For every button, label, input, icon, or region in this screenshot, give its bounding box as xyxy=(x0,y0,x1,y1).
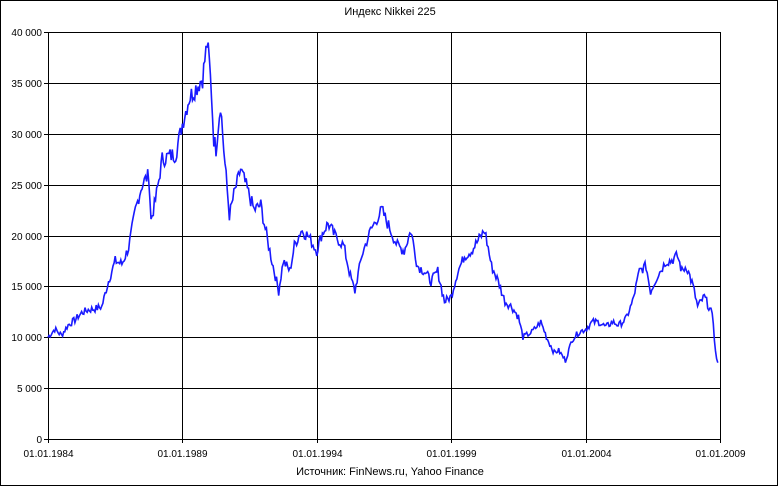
plot-area xyxy=(48,32,721,440)
y-tick-label: 0 xyxy=(36,435,42,446)
chart-source: Источник: FinNews.ru, Yahoo Finance xyxy=(296,466,484,478)
x-tick-label: 01.01.1984 xyxy=(23,449,73,460)
x-tick-labels: 01.01.1984 01.01.1989 01.01.1994 01.01.1999… xyxy=(23,449,745,460)
y-gridlines xyxy=(44,32,720,440)
x-tick-label: 01.01.1989 xyxy=(157,449,207,460)
x-tick-label: 01.01.1999 xyxy=(426,449,476,460)
x-gridlines xyxy=(48,32,721,443)
nikkei-series-line xyxy=(47,42,719,363)
y-tick-label: 35 000 xyxy=(11,79,42,90)
x-tick-label: 01.01.2009 xyxy=(695,449,745,460)
x-tick-label: 01.01.2004 xyxy=(561,449,611,460)
x-tick-label: 01.01.1994 xyxy=(292,449,342,460)
y-tick-label: 10 000 xyxy=(11,333,42,344)
y-tick-labels: 0 5 000 10 000 15 000 20 000 25 000 30 000 35 0… xyxy=(11,28,42,446)
y-tick-label: 40 000 xyxy=(11,28,42,39)
y-tick-label: 25 000 xyxy=(11,181,42,192)
y-tick-label: 15 000 xyxy=(11,282,42,293)
y-tick-label: 5 000 xyxy=(17,384,42,395)
y-tick-label: 30 000 xyxy=(11,130,42,141)
y-tick-label: 20 000 xyxy=(11,232,42,243)
chart-title: Индекс Nikkei 225 xyxy=(344,6,436,18)
